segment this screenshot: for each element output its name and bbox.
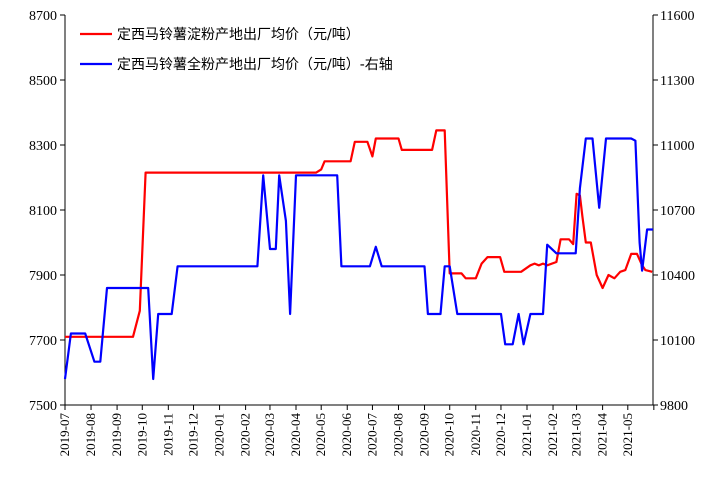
series-line-1 (65, 129, 653, 338)
x-tick-label: 2020-01 (212, 413, 227, 456)
left-tick-label: 7900 (29, 269, 57, 284)
x-tick-label: 2021-01 (519, 413, 534, 456)
right-tick-label: 9800 (660, 399, 688, 414)
x-tick-label: 2020-11 (468, 413, 483, 456)
x-tick-label: 2019-09 (109, 413, 124, 456)
x-tick-label: 2019-10 (134, 413, 149, 456)
series-lines (63, 129, 653, 381)
right-tick-label: 11000 (660, 139, 694, 154)
right-tick-label: 10700 (660, 204, 695, 219)
x-tick-label: 2020-08 (390, 413, 405, 456)
left-tick-label: 8700 (29, 9, 57, 24)
right-tick-label: 11600 (660, 9, 694, 24)
x-tick-label: 2019-11 (160, 413, 175, 456)
left-tick-label: 8300 (29, 139, 57, 154)
x-tick-label: 2020-07 (364, 413, 379, 457)
legend-label-1: 定西马铃薯淀粉产地出厂均价（元/吨） (117, 27, 360, 43)
x-tick-label: 2019-07 (57, 413, 72, 457)
x-tick-label: 2021-02 (545, 413, 560, 456)
series-line-2 (63, 137, 653, 381)
right-tick-label: 10100 (660, 334, 695, 349)
left-tick-label: 8100 (29, 204, 57, 219)
x-tick-label: 2020-06 (339, 413, 354, 457)
legend: 定西马铃薯淀粉产地出厂均价（元/吨） 定西马铃薯全粉产地出厂均价（元/吨）-右轴 (80, 27, 393, 73)
x-tick-label: 2019-12 (186, 413, 201, 456)
axes: 7500 7700 7900 8100 8300 8500 8700 9800 10100 104… (29, 9, 695, 456)
x-tick-label: 2020-05 (313, 413, 328, 456)
x-tick-label: 2020-02 (238, 413, 253, 456)
x-tick-label: 2020-03 (262, 413, 277, 456)
x-tick-label: 2020-09 (417, 413, 432, 456)
legend-label-2: 定西马铃薯全粉产地出厂均价（元/吨）-右轴 (117, 56, 393, 73)
x-tick-label: 2021-03 (569, 413, 584, 456)
left-tick-label: 7500 (29, 399, 57, 414)
left-tick-label: 8500 (29, 74, 57, 89)
x-tick-label: 2020-10 (442, 413, 457, 456)
right-tick-label: 11300 (660, 74, 694, 89)
x-tick-label: 2019-08 (83, 413, 98, 456)
x-tick-label: 2020-12 (493, 413, 508, 456)
x-tick-label: 2021-04 (595, 413, 610, 457)
x-tick-label: 2021-05 (620, 413, 635, 456)
left-tick-label: 7700 (29, 334, 57, 349)
right-tick-label: 10400 (660, 269, 695, 284)
x-tick-label: 2020-04 (288, 413, 303, 457)
